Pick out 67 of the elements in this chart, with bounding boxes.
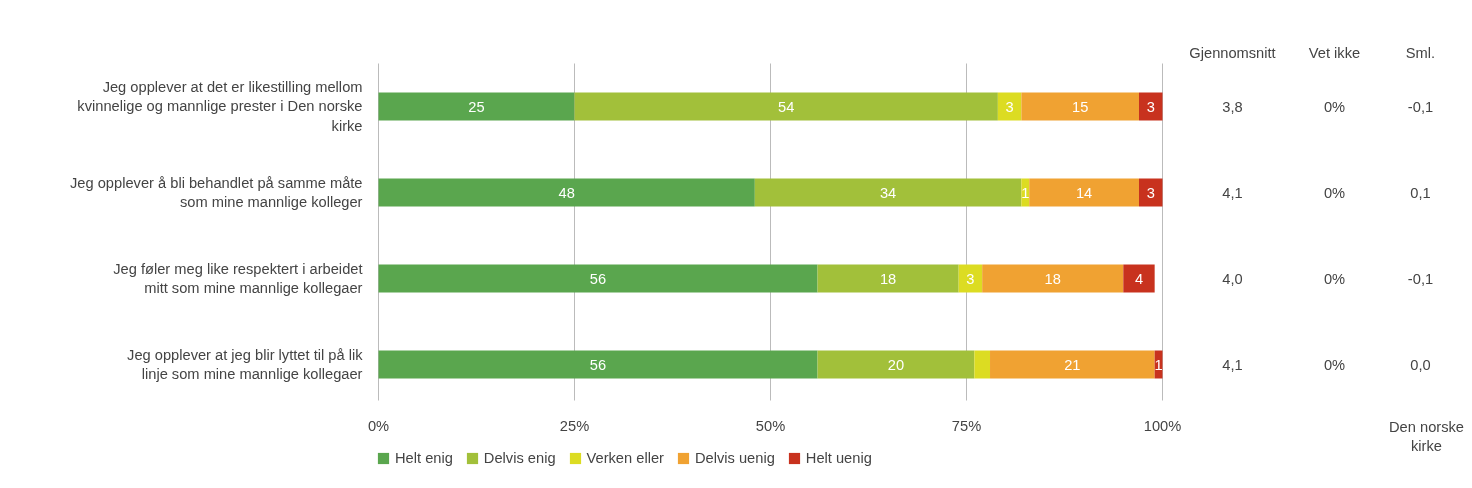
text: 0% <box>1323 356 1346 373</box>
data-label: 48 <box>558 184 575 201</box>
bar <box>1138 92 1163 121</box>
y-tick-label: Jeg opplever at jeg blir lyttet til på lik linje som mine mannlige kollegaer <box>127 346 364 383</box>
data-label: 3 <box>966 270 975 287</box>
text: 0% <box>1323 270 1346 287</box>
bar <box>1021 92 1139 121</box>
text: Den norske kirke <box>1389 418 1464 455</box>
x-tick-label: 75% <box>951 417 982 434</box>
text: -0,1 <box>1407 270 1434 287</box>
bar <box>754 178 1022 207</box>
text: 0,1 <box>1410 184 1431 201</box>
bar <box>817 264 959 293</box>
text: Sml. <box>1405 44 1436 61</box>
text: 3,8 <box>1222 98 1243 115</box>
text: 0% <box>1323 98 1346 115</box>
text: 4,1 <box>1222 356 1243 373</box>
text: 4,1 <box>1222 184 1243 201</box>
data-label: 34 <box>879 184 897 201</box>
y-tick-label: Jeg opplever at det er likestilling mellom kvinnelige og mannlige prester i Den norske kirke <box>77 79 363 134</box>
data-label: 3 <box>1005 98 1014 115</box>
bar <box>378 264 818 293</box>
data-label: 21 <box>1064 356 1081 373</box>
bar <box>958 264 983 293</box>
data-label: 56 <box>589 356 607 373</box>
bar <box>378 92 575 121</box>
text: 0% <box>1323 184 1346 201</box>
bar <box>990 350 1155 379</box>
bar <box>1138 178 1163 207</box>
bar <box>817 350 975 379</box>
data-label: 4 <box>1134 270 1144 287</box>
bar <box>982 264 1124 293</box>
data-label: 3 <box>1146 184 1155 201</box>
bar <box>1029 178 1139 207</box>
bar <box>378 350 818 379</box>
x-tick-label: 50% <box>755 417 786 434</box>
data-label: 1 <box>1021 184 1030 201</box>
data-label: 18 <box>879 270 897 287</box>
legend-label: Delvis enig <box>483 450 556 466</box>
data-label: 54 <box>778 98 795 115</box>
legend-label: Verken eller <box>586 450 664 466</box>
data-label: 1 <box>1154 356 1163 373</box>
bar <box>1123 264 1155 293</box>
bar <box>974 350 991 379</box>
bar <box>997 92 1022 121</box>
text: Gjennomsnitt <box>1189 44 1276 61</box>
data-label: 14 <box>1075 184 1093 201</box>
bar <box>574 92 998 121</box>
text: -0,1 <box>1407 98 1434 115</box>
legend-label: Helt uenig <box>805 450 872 466</box>
legend-label: Delvis uenig <box>694 450 775 466</box>
data-label: 56 <box>589 270 607 287</box>
data-label: 25 <box>468 98 485 115</box>
bar <box>378 178 755 207</box>
data-label: 15 <box>1072 98 1089 115</box>
y-tick-label: Jeg opplever å bli behandlet på samme måte som mine mannlige kolleger <box>70 174 363 211</box>
text: 4,0 <box>1222 270 1243 287</box>
data-label: 18 <box>1044 270 1061 287</box>
x-tick-label: 25% <box>559 417 590 434</box>
text: 0,0 <box>1410 356 1431 373</box>
x-tick-label: 100% <box>1143 417 1182 434</box>
legend-label: Helt enig <box>395 450 453 466</box>
y-tick-label: Jeg føler meg like respektert i arbeidet mitt som mine mannlige kollegaer <box>113 260 363 297</box>
data-label: 20 <box>887 356 905 373</box>
text: Vet ikke <box>1308 44 1361 61</box>
x-tick-label: 0% <box>367 417 390 434</box>
data-label: 3 <box>1146 98 1155 115</box>
